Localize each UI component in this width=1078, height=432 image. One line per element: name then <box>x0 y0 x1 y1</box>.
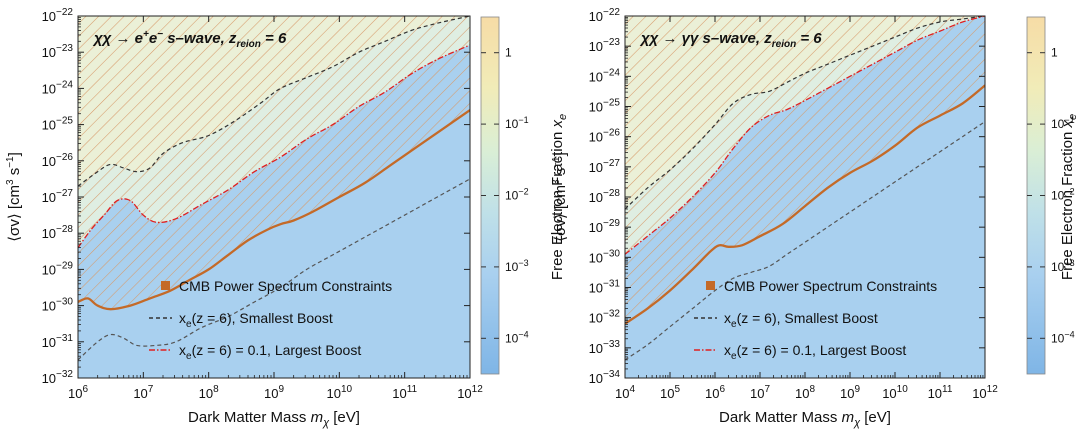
y-axis-label: ⟨σv⟩ [cm3 s−1] <box>551 152 569 242</box>
colorbar-tick-label: 10−4 <box>505 329 529 345</box>
x-tick-label: 109 <box>264 384 284 401</box>
y-tick-label: 10−30 <box>589 248 621 265</box>
legend: CMB Power Spectrum Constraints xe(z = 6)… <box>694 278 937 362</box>
colorbar-label: Free Electron Fraction xe <box>1059 114 1078 280</box>
plot-title: χχ → γγ s–wave, zreion = 6 <box>639 30 822 50</box>
y-tick-label: 10−27 <box>589 158 621 175</box>
excluded-region-hatch <box>78 16 470 310</box>
y-tick-label: 10−32 <box>589 309 621 326</box>
y-tick-label: 10−31 <box>589 279 621 296</box>
legend-label-constraint: CMB Power Spectrum Constraints <box>179 278 392 294</box>
colorbar-tick-label: 1 <box>1051 46 1058 60</box>
smallest-boost-upper-curve <box>625 16 985 210</box>
panel-gammagamma: 104 105 106 107 108 109 1010 1011 1012 10−34 10−33… <box>551 7 1078 429</box>
x-tick-label: 104 <box>615 384 635 401</box>
x-tick-label: 1012 <box>972 384 998 401</box>
colorbar-tick-label: 10−1 <box>505 115 529 131</box>
x-tick-label: 1010 <box>327 384 353 401</box>
y-tick-label: 10−24 <box>589 67 621 84</box>
x-tick-label: 108 <box>199 384 219 401</box>
legend-label-constraint: CMB Power Spectrum Constraints <box>724 278 937 294</box>
x-tick-label: 1011 <box>392 384 417 401</box>
y-tick-label: 10−28 <box>589 188 621 205</box>
smallest-boost-lower-curve <box>625 121 985 361</box>
y-tick-label: 10−26 <box>42 152 74 169</box>
legend-label-largest: xe(z = 6) = 0.1, Largest Boost <box>179 342 361 362</box>
y-tick-label: 10−26 <box>589 128 621 145</box>
y-tick-label: 10−23 <box>42 43 74 60</box>
y-tick-label: 10−28 <box>42 224 74 241</box>
x-tick-label: 106 <box>68 384 88 401</box>
y-tick-label: 10−27 <box>42 188 74 205</box>
y-tick-label: 10−22 <box>589 7 621 24</box>
y-tick-label: 10−31 <box>42 333 74 350</box>
colorbar-tick-label: 10−3 <box>1051 258 1075 274</box>
plot-title: χχ → e+e− s–wave, zreion = 6 <box>92 29 287 50</box>
colorbar: 10−4 10−3 10−2 10−1 1 Free Electron Fraction… <box>480 16 569 375</box>
x-tick-label: 107 <box>750 384 770 401</box>
cmb-constraint-curve <box>625 84 985 325</box>
y-tick-label: 10−23 <box>589 37 621 54</box>
legend-marker-constraint <box>706 281 715 290</box>
colorbar-tick-label: 1 <box>505 46 512 60</box>
panel-ee: 106 107 108 109 1010 1011 101210−3210−3110−301… <box>5 7 569 429</box>
smallest-boost-lower-curve <box>78 178 470 361</box>
x-tick-label: 105 <box>660 384 680 401</box>
y-tick-label: 10−34 <box>589 369 621 386</box>
largest-boost-curve <box>78 44 470 249</box>
legend-marker-constraint <box>161 281 170 290</box>
x-axis-label: Dark Matter Mass mχ [eV] <box>719 409 891 429</box>
x-tick-label: 1010 <box>882 384 908 401</box>
colorbar: 10−4 10−3 10−2 10−1 1 Free Electron Fraction… <box>1026 16 1078 375</box>
colorbar-tick-label: 10−1 <box>1051 115 1075 131</box>
colorbar-tick-label: 10−2 <box>505 187 529 203</box>
y-axis-label: ⟨σv⟩ [cm3 s−1] <box>5 152 23 242</box>
colorbar-label: Free Electron Fraction xe <box>549 114 569 280</box>
y-tick-label: 10−29 <box>589 218 621 235</box>
x-tick-label: 1011 <box>928 384 953 401</box>
y-tick-label: 10−25 <box>42 116 74 133</box>
x-tick-label: 1012 <box>457 384 483 401</box>
smallest-boost-upper-curve <box>78 16 470 187</box>
x-tick-label: 109 <box>840 384 860 401</box>
legend: CMB Power Spectrum Constraints xe(z = 6)… <box>149 278 392 362</box>
y-tick-label: 10−24 <box>42 79 74 96</box>
x-axis-label: Dark Matter Mass mχ [eV] <box>188 409 360 429</box>
y-tick-label: 10−22 <box>42 7 74 24</box>
legend-label-largest: xe(z = 6) = 0.1, Largest Boost <box>724 342 906 362</box>
y-tick-label: 10−30 <box>42 297 74 314</box>
colorbar-tick-label: 10−3 <box>505 258 529 274</box>
cmb-constraint-curve <box>78 109 470 311</box>
colorbar-tick-label: 10−2 <box>1051 187 1075 203</box>
legend-label-smallest: xe(z = 6), Smallest Boost <box>179 310 333 330</box>
largest-boost-curve <box>625 16 985 255</box>
x-tick-label: 106 <box>705 384 725 401</box>
colorbar-tick-label: 10−4 <box>1051 329 1075 345</box>
legend-label-smallest: xe(z = 6), Smallest Boost <box>724 310 878 330</box>
y-tick-label: 10−29 <box>42 260 74 277</box>
y-tick-label: 10−32 <box>42 369 74 386</box>
x-tick-label: 108 <box>795 384 815 401</box>
y-tick-label: 10−25 <box>589 98 621 115</box>
y-tick-label: 10−33 <box>589 339 621 356</box>
x-tick-label: 107 <box>133 384 153 401</box>
